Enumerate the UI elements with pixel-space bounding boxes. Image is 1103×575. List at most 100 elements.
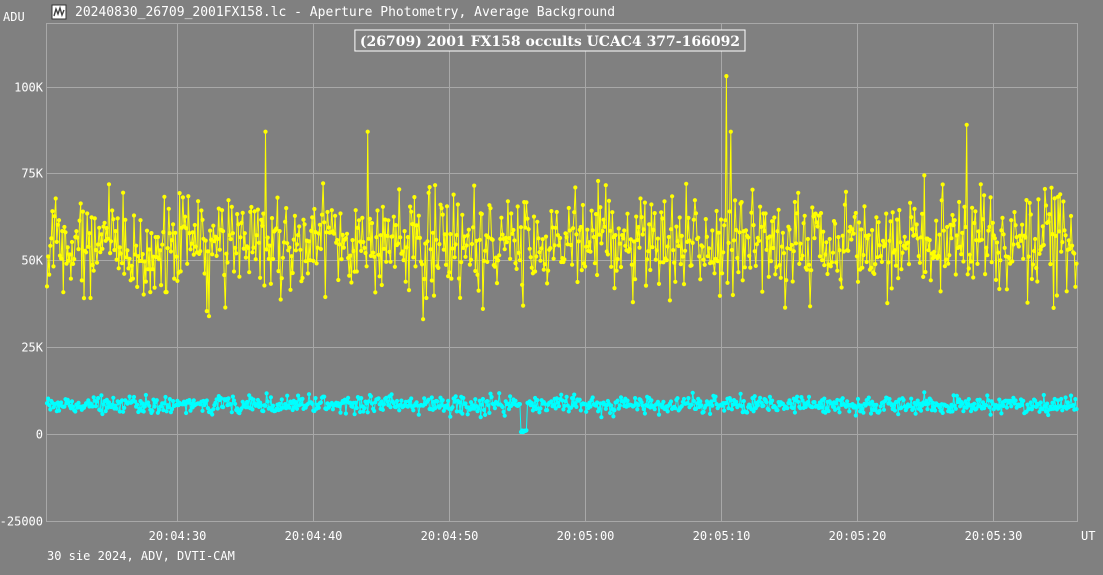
target-point [856, 220, 862, 225]
chart-title: (26709) 2001 FX158 occults UCAC4 377-166… [360, 34, 740, 50]
target-point [377, 274, 382, 279]
target-point [409, 209, 414, 214]
comparison-point [90, 404, 95, 409]
comparison-point [570, 396, 575, 401]
target-point [391, 214, 396, 219]
target-point [756, 238, 762, 243]
target-point [142, 259, 147, 264]
target-point [315, 245, 320, 250]
target-point [279, 276, 284, 281]
target-point [125, 248, 130, 253]
comparison-point [142, 404, 147, 409]
target-point [1038, 247, 1043, 252]
comparison-point [836, 406, 841, 411]
target-point [51, 264, 56, 269]
target-point [227, 233, 232, 238]
target-point [972, 220, 977, 226]
target-point [512, 238, 517, 243]
comparison-point [265, 399, 270, 404]
target-point [753, 263, 758, 268]
comparison-point [189, 401, 194, 406]
target-point [555, 233, 561, 238]
comparison-point [788, 401, 793, 406]
comparison-point [561, 407, 566, 412]
target-point [1012, 210, 1017, 215]
comparison-point [1001, 403, 1006, 408]
comparison-point [878, 404, 883, 409]
comparison-point [56, 408, 62, 413]
target-point [219, 208, 225, 213]
comparison-point [487, 410, 492, 415]
target-point [788, 246, 793, 251]
target-point [476, 288, 481, 293]
target-point [990, 220, 995, 225]
comparison-point [633, 396, 638, 401]
target-point [643, 283, 649, 288]
comparison-point [213, 400, 218, 405]
target-point [631, 239, 637, 244]
target-point [300, 275, 305, 281]
comparison-point [796, 399, 801, 404]
target-point [815, 224, 820, 229]
target-point [627, 246, 632, 252]
target-point [127, 256, 132, 261]
target-point [216, 206, 221, 211]
comparison-point [135, 402, 140, 407]
target-point [551, 256, 556, 261]
target-point [841, 249, 846, 254]
comparison-point [271, 403, 276, 408]
comparison-point [964, 405, 969, 410]
target-point [486, 235, 491, 240]
target-point [697, 254, 702, 259]
target-point [366, 236, 371, 241]
comparison-point [560, 398, 565, 403]
target-point [1007, 255, 1012, 260]
target-point [252, 209, 257, 214]
target-point [1037, 251, 1042, 256]
target-point [964, 122, 969, 127]
target-point [383, 217, 388, 222]
target-point [961, 259, 966, 264]
comparison-point [612, 408, 617, 413]
comparison-point [251, 397, 256, 402]
target-point [162, 194, 167, 199]
target-point [725, 280, 730, 285]
target-point [647, 222, 652, 227]
target-point [200, 217, 205, 222]
lightcurve-app-icon[interactable] [51, 4, 67, 20]
target-point [324, 230, 329, 235]
target-point [288, 287, 293, 292]
target-point [411, 255, 416, 260]
target-point [146, 267, 151, 272]
comparison-point [233, 401, 238, 406]
target-point [298, 247, 303, 252]
comparison-point [98, 408, 103, 413]
comparison-point [826, 408, 831, 414]
target-point [880, 238, 886, 243]
comparison-point [73, 409, 78, 414]
comparison-point [1059, 396, 1064, 402]
target-point [939, 198, 944, 203]
target-point [89, 215, 94, 220]
target-point [463, 254, 468, 259]
comparison-point [259, 403, 264, 408]
target-point [1034, 265, 1039, 271]
comparison-point [111, 395, 116, 400]
target-point [321, 181, 326, 186]
target-point [877, 243, 882, 248]
target-point [953, 272, 958, 277]
comparison-point [542, 401, 548, 406]
target-point [746, 235, 751, 240]
target-point [254, 233, 259, 238]
target-point [646, 249, 651, 254]
y-tick-label: 75K [21, 167, 43, 181]
comparison-point [161, 408, 166, 413]
comparison-point [806, 394, 812, 399]
target-point [101, 224, 106, 229]
target-point [566, 205, 571, 211]
target-point [908, 200, 913, 205]
target-point [499, 215, 504, 220]
comparison-point [608, 410, 613, 416]
target-point [325, 209, 330, 215]
comparison-point [99, 393, 104, 398]
